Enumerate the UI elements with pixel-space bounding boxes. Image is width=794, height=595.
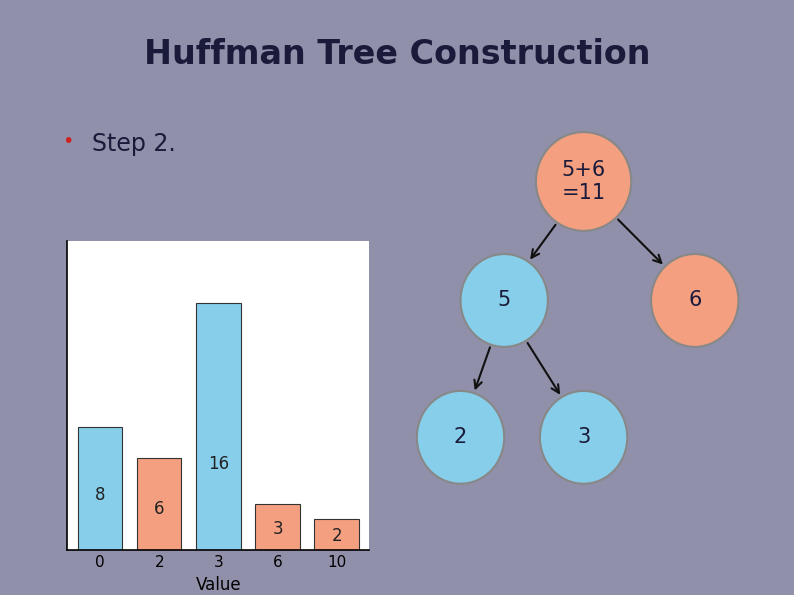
Text: 3: 3 bbox=[577, 427, 590, 447]
Bar bbox=[78, 427, 122, 550]
Text: 2: 2 bbox=[331, 527, 342, 546]
Text: 2: 2 bbox=[454, 427, 467, 447]
Bar bbox=[256, 504, 299, 550]
FancyArrowPatch shape bbox=[527, 343, 559, 393]
Text: 16: 16 bbox=[208, 455, 229, 473]
Text: 3: 3 bbox=[272, 521, 283, 538]
X-axis label: Value: Value bbox=[195, 576, 241, 594]
Ellipse shape bbox=[536, 132, 631, 231]
Text: Huffman Tree Construction: Huffman Tree Construction bbox=[144, 37, 650, 71]
Text: 8: 8 bbox=[94, 486, 106, 504]
Bar bbox=[314, 519, 359, 550]
Ellipse shape bbox=[651, 254, 738, 347]
Text: •: • bbox=[62, 131, 74, 151]
Ellipse shape bbox=[461, 254, 548, 347]
Text: Step 2.: Step 2. bbox=[92, 131, 175, 156]
Bar bbox=[196, 303, 241, 550]
Text: 5: 5 bbox=[498, 290, 511, 311]
Ellipse shape bbox=[540, 391, 627, 484]
FancyArrowPatch shape bbox=[618, 220, 661, 263]
Ellipse shape bbox=[417, 391, 504, 484]
Text: 5+6
=11: 5+6 =11 bbox=[561, 160, 606, 203]
FancyArrowPatch shape bbox=[531, 225, 556, 258]
Text: 6: 6 bbox=[688, 290, 701, 311]
FancyArrowPatch shape bbox=[475, 347, 490, 389]
Text: 6: 6 bbox=[154, 500, 164, 518]
Bar bbox=[137, 458, 181, 550]
